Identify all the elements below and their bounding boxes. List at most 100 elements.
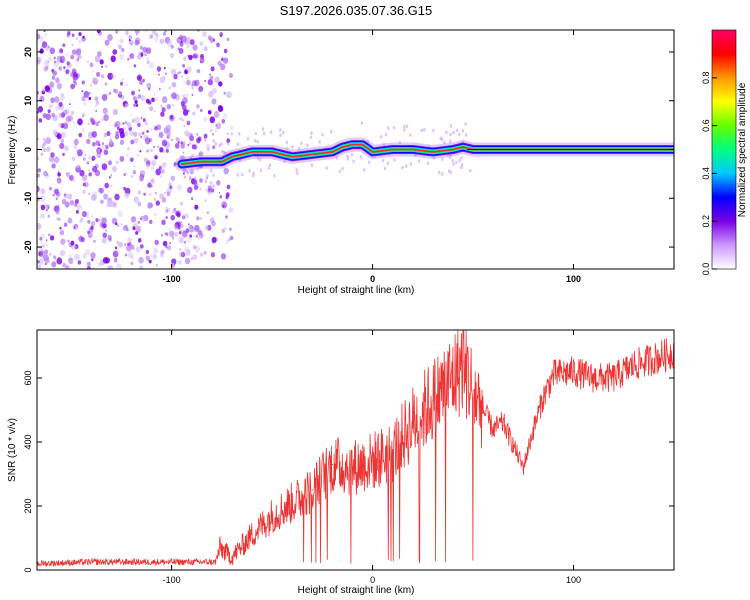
noise-speckle [173, 162, 177, 166]
noise-speckle [159, 38, 164, 44]
noise-speckle [185, 36, 192, 45]
noise-speckle [112, 49, 118, 55]
noise-speckle [170, 175, 176, 182]
noise-speckle [213, 111, 220, 118]
trace-speckle [403, 128, 406, 132]
noise-speckle [44, 44, 50, 51]
noise-speckle [165, 216, 168, 219]
snr-frame [36, 329, 675, 571]
noise-speckle [162, 75, 166, 79]
noise-speckle [113, 122, 118, 128]
noise-speckle [191, 197, 194, 201]
y-tick-label: 0 [23, 567, 33, 572]
noise-speckle [83, 102, 86, 106]
noise-speckle [101, 223, 106, 229]
noise-speckle [91, 158, 94, 161]
noise-speckle [116, 241, 119, 245]
noise-speckle [149, 219, 153, 224]
noise-speckle [138, 89, 140, 92]
noise-speckle [73, 144, 78, 150]
noise-speckle [146, 129, 149, 133]
noise-speckle [198, 152, 202, 156]
noise-speckle [209, 217, 215, 224]
noise-speckle [193, 184, 199, 191]
noise-speckle [71, 33, 75, 37]
noise-speckle [101, 237, 107, 244]
noise-speckle [79, 169, 85, 177]
noise-speckle [166, 40, 172, 47]
noise-speckle [77, 118, 83, 126]
noise-speckle [45, 136, 50, 141]
noise-speckle [184, 69, 189, 75]
noise-speckle [188, 54, 193, 61]
noise-speckle [220, 63, 226, 71]
noise-speckle [195, 165, 200, 171]
snr-point [552, 374, 555, 376]
noise-speckle [108, 200, 114, 208]
noise-speckle [103, 149, 109, 156]
snr-point [372, 460, 374, 462]
noise-speckle [223, 91, 226, 95]
noise-speckle [209, 73, 211, 76]
noise-speckle [96, 147, 102, 155]
noise-speckle [202, 31, 207, 37]
trace-speckle [368, 160, 371, 164]
trace-speckle [207, 147, 210, 152]
noise-speckle [148, 137, 153, 143]
noise-speckle [62, 122, 69, 130]
trace-speckle [401, 165, 404, 170]
noise-speckle [60, 123, 65, 129]
noise-speckle [39, 258, 44, 265]
noise-speckle [142, 118, 146, 123]
noise-speckle [153, 93, 156, 96]
noise-speckle [203, 116, 208, 122]
trace-speckle [261, 127, 265, 131]
noise-speckle [48, 104, 53, 109]
trace-speckle [352, 159, 355, 164]
trace-speckle [325, 166, 328, 170]
noise-speckle [87, 60, 89, 63]
noise-speckle [151, 159, 157, 167]
noise-speckle [43, 148, 47, 153]
signal-trace [174, 137, 674, 172]
noise-speckle [139, 265, 144, 269]
noise-speckle [37, 106, 44, 113]
noise-speckle [169, 242, 171, 245]
noise-speckle [62, 109, 68, 115]
noise-speckle [132, 170, 137, 175]
noise-speckle [82, 182, 86, 187]
trace-speckle [359, 155, 363, 159]
noise-speckle [98, 219, 101, 222]
noise-speckle [112, 165, 117, 173]
noise-speckle [171, 68, 176, 75]
trace-speckle [441, 172, 444, 176]
noise-speckle [60, 138, 64, 143]
noise-speckle [63, 222, 68, 227]
noise-speckle [78, 32, 82, 37]
noise-speckle [108, 197, 111, 201]
noise-speckle [147, 156, 150, 159]
noise-speckle [58, 101, 63, 107]
trace-speckle [267, 166, 270, 170]
noise-speckle [86, 138, 91, 145]
noise-speckle [86, 266, 91, 269]
noise-speckle [122, 126, 126, 131]
noise-speckle [62, 152, 65, 156]
noise-speckle [192, 53, 196, 59]
noise-speckle [37, 59, 41, 65]
noise-speckle [65, 69, 70, 75]
noise-speckle [196, 235, 198, 238]
noise-speckle [57, 122, 62, 128]
trace-speckle [393, 158, 396, 162]
noise-speckle [88, 156, 92, 160]
noise-speckle [138, 238, 142, 243]
noise-speckle [171, 262, 176, 268]
noise-speckle [49, 187, 52, 191]
trace-speckle [449, 170, 453, 175]
noise-speckle [182, 64, 186, 68]
noise-speckle [60, 94, 65, 101]
noise-speckle [207, 185, 212, 191]
noise-speckle [186, 76, 189, 80]
noise-speckle [203, 46, 208, 52]
